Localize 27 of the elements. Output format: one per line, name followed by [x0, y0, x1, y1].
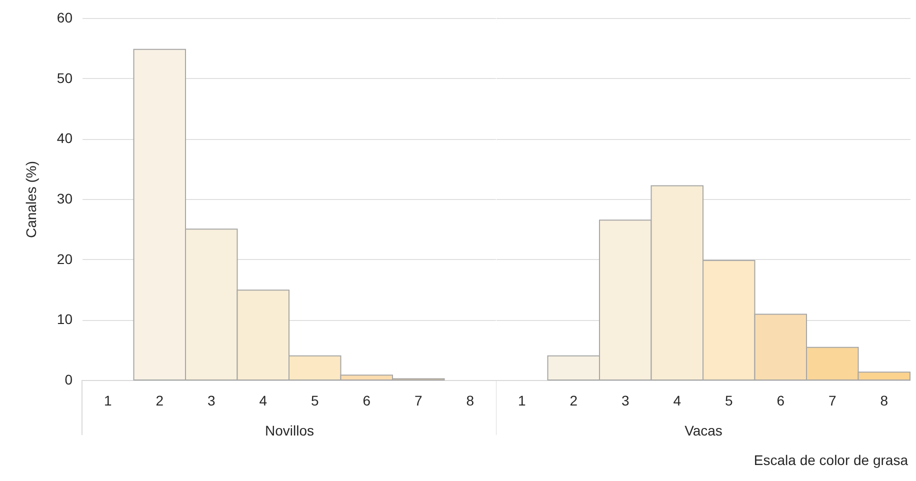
y-tick-label: 30	[56, 190, 73, 206]
x-tick-label: 6	[776, 392, 785, 408]
x-axis-title: Novillos	[264, 422, 314, 438]
x-tick-label: 6	[362, 392, 371, 408]
x-tick-label: 2	[156, 392, 164, 408]
x-tick-label: 4	[259, 392, 268, 408]
x-tick-label: 2	[570, 392, 578, 408]
x-tick-label: 7	[828, 392, 836, 408]
y-axis-title: Canales (%)	[22, 160, 39, 238]
x-tick-label: 8	[880, 392, 888, 408]
x-tick-label: 8	[466, 392, 474, 408]
x-axis-title: Vacas	[684, 422, 722, 438]
y-tick-label: 50	[56, 70, 73, 86]
y-tick-label: 20	[56, 250, 73, 267]
x-tick-label: 1	[518, 392, 526, 408]
x-tick-label: 5	[310, 392, 319, 408]
y-tick-label: 10	[56, 311, 73, 328]
x-tick-label: 3	[207, 392, 216, 408]
y-tick-label: 0	[64, 372, 73, 388]
y-tick-label: 40	[56, 130, 73, 146]
x-tick-label: 4	[673, 392, 682, 408]
x-tick-label: 7	[414, 392, 422, 408]
text: Escala de color de grasa	[754, 452, 908, 468]
x-tick-label: 1	[104, 392, 112, 408]
x-tick-label: 3	[621, 392, 630, 408]
y-tick-label: 60	[56, 10, 73, 26]
x-tick-label: 5	[724, 392, 733, 408]
